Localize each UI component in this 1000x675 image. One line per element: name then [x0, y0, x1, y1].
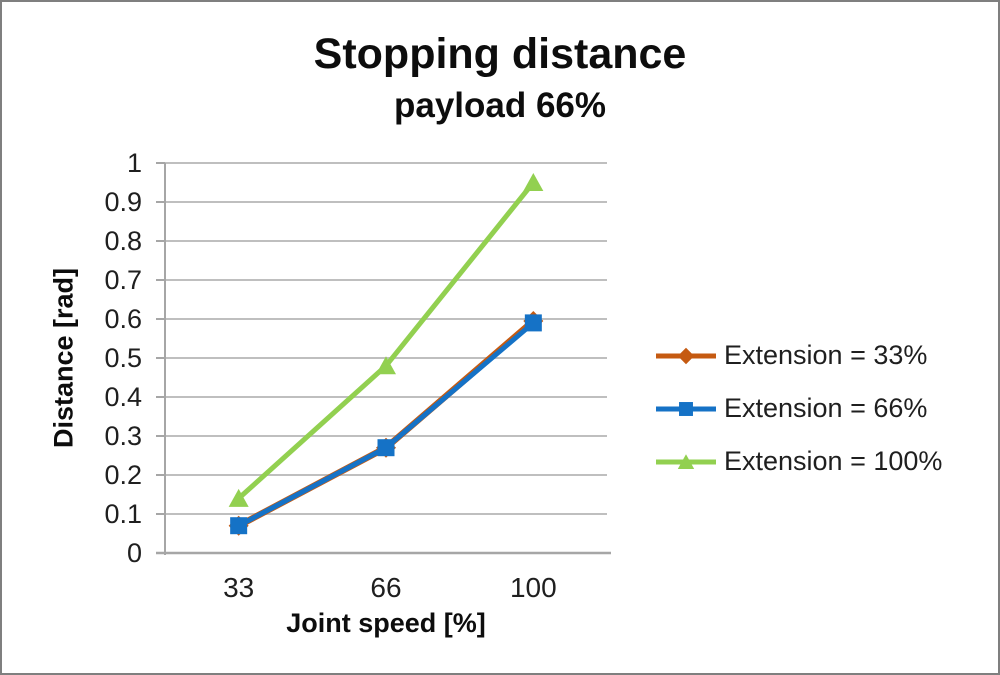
series-line-1 — [236, 320, 536, 529]
series-1-marker-square-icon — [377, 439, 395, 457]
y-tick-label: 0.8 — [104, 226, 142, 256]
legend-square-icon — [656, 401, 716, 416]
series-2-marker-triangle-icon — [523, 173, 544, 191]
legend-item-2: Extension = 100% — [654, 446, 942, 477]
series-2-marker-triangle-icon — [228, 488, 249, 507]
x-axis-title: Joint speed [%] — [286, 608, 486, 638]
y-tick-label: 1 — [126, 148, 142, 178]
legend-marker-diamond-icon — [677, 347, 695, 364]
legend-label: Extension = 66% — [724, 393, 928, 423]
y-tick-label: 0.2 — [104, 460, 142, 490]
legend-diamond-icon — [656, 347, 716, 364]
legend-marker-square-icon — [679, 401, 693, 416]
series-1-marker-square-icon — [230, 517, 248, 535]
legend-marker-triangle-icon — [677, 453, 695, 469]
series-2-marker-triangle-icon — [376, 356, 396, 375]
chart-subtitle: payload 66% — [393, 86, 607, 125]
y-tick-label: 0.1 — [104, 499, 142, 529]
legend-item-1: Extension = 66% — [654, 393, 942, 424]
x-tick-label: 33 — [223, 572, 255, 603]
y-tick-label: 0.5 — [104, 343, 142, 373]
legend: Extension = 33% Extension = 66% Extension … — [654, 340, 942, 477]
y-tick-label: 0.4 — [104, 382, 142, 412]
y-tick-label: 0.6 — [104, 304, 142, 334]
y-tick-label: 0.9 — [104, 187, 142, 217]
y-tick-label: 0 — [126, 538, 142, 568]
legend-label: Extension = 33% — [724, 340, 928, 370]
y-tick-label: 0.7 — [104, 265, 142, 295]
x-tick-label: 100 — [509, 572, 557, 603]
legend-item-0: Extension = 33% — [654, 340, 942, 371]
legend-label: Extension = 100% — [724, 446, 943, 476]
x-tick-label: 66 — [370, 572, 402, 603]
series-1-marker-square-icon — [524, 314, 542, 332]
chart-title: Stopping distance — [313, 30, 687, 78]
legend-triangle-icon — [656, 453, 716, 469]
y-tick-label: 0.3 — [104, 421, 142, 451]
series-line-0 — [235, 317, 537, 529]
